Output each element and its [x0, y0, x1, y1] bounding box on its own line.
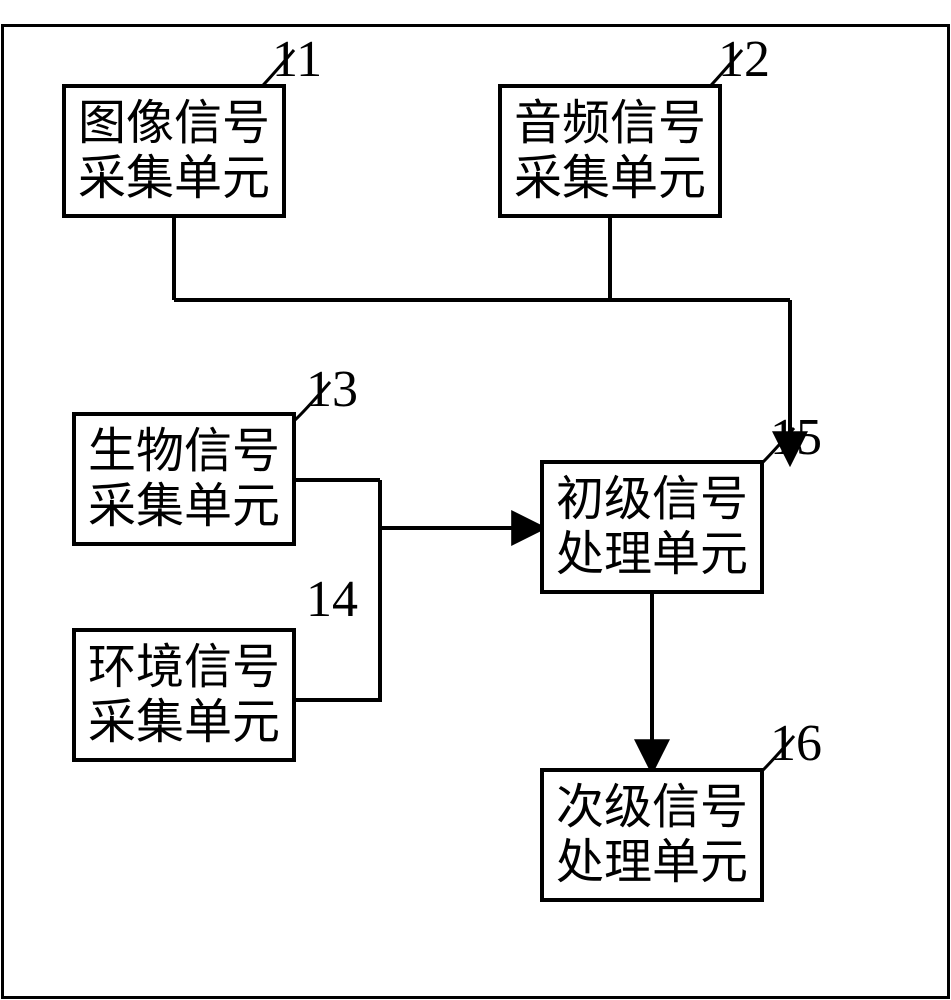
- node-12-label: 12: [718, 30, 770, 89]
- node-16-line2: 处理单元: [556, 835, 748, 890]
- node-13: 生物信号采集单元: [72, 412, 296, 546]
- node-14-label: 14: [306, 570, 358, 629]
- node-15-line2: 处理单元: [556, 527, 748, 582]
- node-11-line1: 图像信号: [78, 96, 270, 151]
- node-15: 初级信号处理单元: [540, 460, 764, 594]
- node-14-line2: 采集单元: [88, 695, 280, 750]
- node-16-label: 16: [770, 714, 822, 773]
- node-12: 音频信号采集单元: [498, 84, 722, 218]
- node-11: 图像信号采集单元: [62, 84, 286, 218]
- node-11-label: 11: [272, 30, 322, 89]
- node-14-line1: 环境信号: [88, 640, 280, 695]
- node-12-line1: 音频信号: [514, 96, 706, 151]
- node-13-line2: 采集单元: [88, 479, 280, 534]
- node-11-line2: 采集单元: [78, 151, 270, 206]
- node-16-line1: 次级信号: [556, 780, 748, 835]
- node-15-line1: 初级信号: [556, 472, 748, 527]
- node-16: 次级信号处理单元: [540, 768, 764, 902]
- node-15-label: 15: [770, 408, 822, 467]
- node-14: 环境信号采集单元: [72, 628, 296, 762]
- node-12-line2: 采集单元: [514, 151, 706, 206]
- node-13-line1: 生物信号: [88, 424, 280, 479]
- node-13-label: 13: [306, 360, 358, 419]
